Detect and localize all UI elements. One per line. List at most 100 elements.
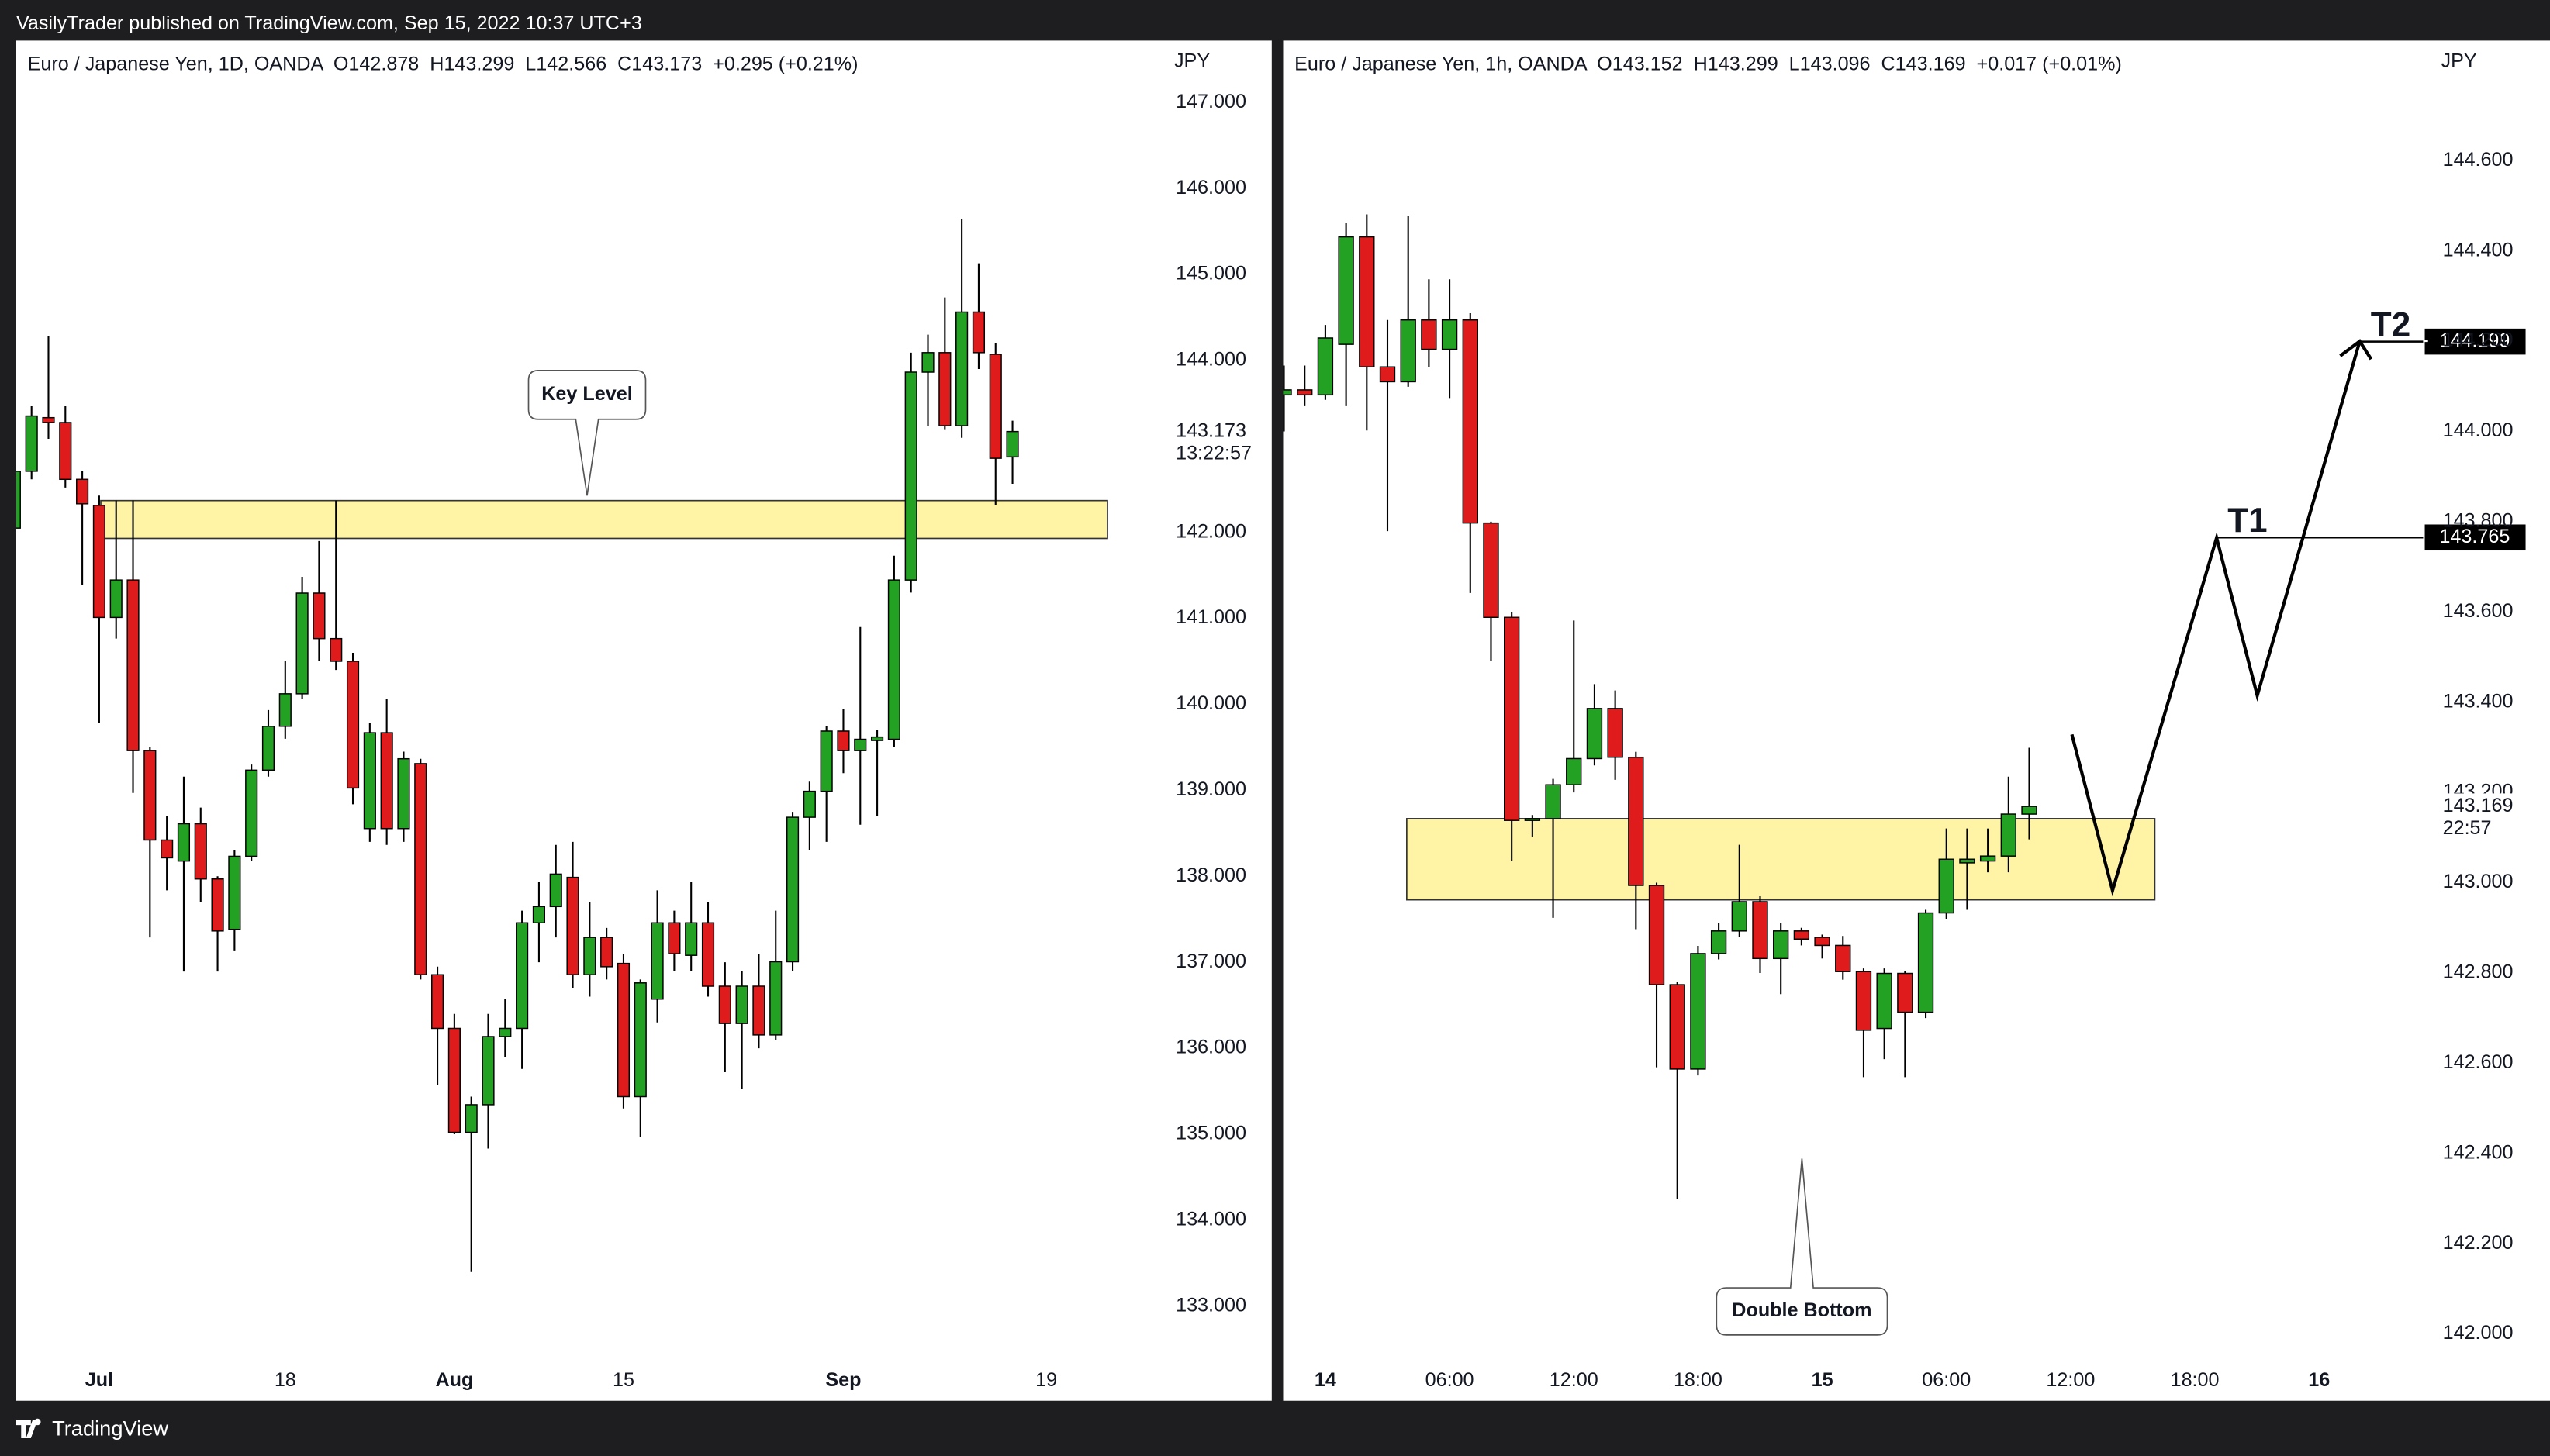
candle-body [59, 422, 72, 481]
x-tick-label: Aug [435, 1369, 473, 1391]
x-tick-label: Jul [85, 1369, 113, 1391]
candle-body [1959, 858, 1975, 864]
candle-body [261, 726, 275, 771]
countdown: 13:22:57 [1176, 443, 1252, 464]
countdown: 22:57 [2443, 817, 2492, 839]
currency-label: JPY [1174, 50, 1210, 71]
callout-box [1716, 1158, 1888, 1336]
candle-body [1283, 389, 1292, 396]
candle-body [346, 661, 360, 789]
y-tick-label: 140.000 [1176, 692, 1246, 714]
candle-body [1359, 236, 1375, 367]
target-price: 144.199 [2439, 329, 2510, 351]
candle-body [701, 922, 715, 987]
candle-body [955, 311, 969, 426]
candle-body [161, 839, 174, 859]
candle-body [1752, 901, 1768, 960]
candle-body [769, 961, 783, 1036]
candle-body [25, 415, 38, 472]
candle-body [431, 974, 444, 1030]
x-tick-label: 12:00 [2046, 1369, 2095, 1391]
candle-body [786, 816, 800, 963]
key-zone [1406, 818, 2156, 901]
candle-body [1979, 855, 1996, 862]
candle-body [972, 311, 986, 354]
candle-body [549, 873, 562, 908]
candle-body [16, 471, 21, 529]
y-tick-label: 143.400 [2443, 690, 2514, 712]
x-tick-label: 18:00 [1674, 1369, 1722, 1391]
x-tick-label: 18:00 [2171, 1369, 2220, 1391]
y-tick-label: 133.000 [1176, 1294, 1246, 1316]
candle-body [482, 1036, 495, 1106]
candle-body [1317, 337, 1334, 396]
candle-body [1462, 319, 1478, 524]
candle-body [465, 1104, 478, 1133]
panel-right [1283, 40, 2550, 1401]
candle-body [871, 736, 884, 741]
target-name: T1 [2227, 502, 2267, 540]
chart-legend: Euro / Japanese Yen, 1D, OANDA O142.878 … [28, 53, 859, 74]
y-tick-label: 144.000 [1176, 349, 1246, 371]
candle-body [143, 750, 157, 841]
candle-body [1855, 971, 1872, 1031]
y-tick-label: 135.000 [1176, 1123, 1246, 1144]
candle-body [278, 693, 292, 727]
candle-body [752, 985, 765, 1036]
overlay: Key Level T1 143.765 T2 144.199 Double Bottom [527, 305, 2526, 1336]
x-tick-label: 12:00 [1550, 1369, 1598, 1391]
candle-body [1648, 885, 1665, 985]
candle-body [1710, 930, 1727, 954]
x-tick-label: 16 [2308, 1369, 2330, 1391]
candle-body [1379, 366, 1396, 383]
candle-body [651, 922, 664, 1000]
candle-body [1545, 784, 1561, 819]
candle-body [1731, 901, 1747, 932]
candle-body [330, 637, 343, 662]
candle-body [211, 878, 224, 932]
candle-body [92, 505, 105, 619]
y-tick-label: 142.000 [1176, 520, 1246, 542]
last-price-bg [1166, 418, 1264, 458]
y-tick-label: 144.400 [2443, 239, 2514, 260]
candle-body [583, 937, 596, 975]
candle-body [1814, 937, 1830, 947]
candle-body [1938, 858, 1954, 914]
candle-body [363, 732, 376, 830]
y-tick-label: 136.000 [1176, 1037, 1246, 1058]
candle-body [820, 730, 833, 792]
candle-body [397, 757, 410, 830]
candle-body [634, 982, 647, 1098]
candle-body [76, 478, 89, 505]
candle-body [380, 732, 393, 830]
candle-body [1607, 708, 1623, 758]
y-tick-label: 137.000 [1176, 951, 1246, 972]
last-price: 143.169 [2443, 795, 2514, 816]
x-tick-label: 18 [275, 1369, 296, 1391]
candle-body [42, 416, 55, 423]
x-tick-label: 15 [1812, 1369, 1833, 1391]
x-tick-label: 15 [613, 1369, 634, 1391]
x-tick-label: 06:00 [1922, 1369, 1971, 1391]
y-tick-label: 134.000 [1176, 1209, 1246, 1230]
candle-body [803, 790, 816, 818]
x-tick-label: 19 [1035, 1369, 1057, 1391]
candle-body [854, 738, 867, 751]
plot-left [16, 219, 1108, 1272]
candle-body [668, 922, 681, 954]
target-price-box [2424, 328, 2526, 355]
candle-body [921, 352, 935, 373]
currency-label: JPY [2441, 50, 2477, 71]
candle-body [1773, 930, 1789, 960]
candle-body [904, 371, 917, 581]
candle-body [2021, 806, 2037, 815]
publish-info: VasilyTrader published on TradingView.co… [16, 12, 642, 34]
candle-body [447, 1027, 461, 1133]
y-tick-label: 142.800 [2443, 961, 2514, 983]
candle-body [1876, 972, 1892, 1030]
candle-body [735, 985, 748, 1024]
callout-text: Double Bottom [1732, 1299, 1871, 1321]
candle-body [177, 823, 191, 862]
candle-body [1338, 236, 1354, 345]
y-tick-label: 147.000 [1176, 91, 1246, 112]
